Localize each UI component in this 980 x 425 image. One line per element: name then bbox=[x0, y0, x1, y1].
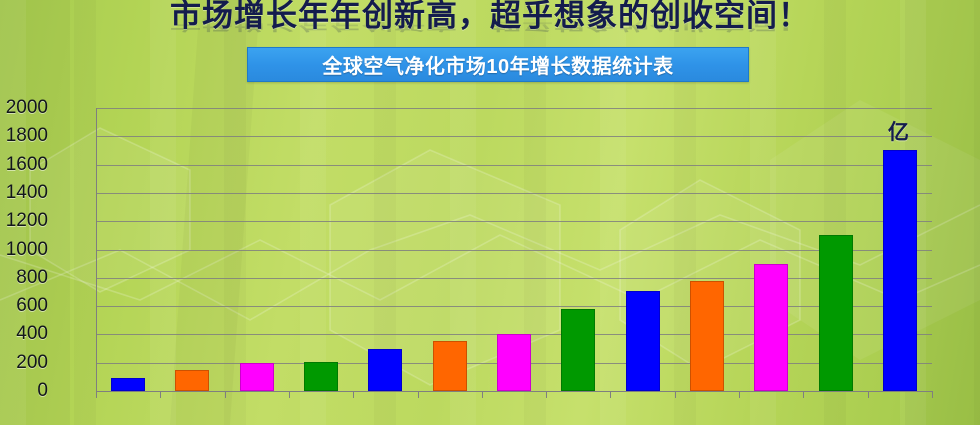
x-tickmark bbox=[481, 391, 483, 398]
bar-2007 bbox=[111, 378, 146, 391]
x-tickmark bbox=[417, 391, 419, 398]
gridline bbox=[96, 164, 932, 166]
gridline bbox=[96, 277, 932, 279]
gridline bbox=[96, 221, 932, 223]
unit-label: 亿 bbox=[887, 121, 909, 145]
x-tickmark bbox=[96, 391, 97, 398]
y-tick-label: 800 bbox=[16, 266, 48, 288]
gridline bbox=[96, 108, 932, 109]
y-tick-label: 2000 bbox=[5, 97, 48, 118]
gridline bbox=[96, 306, 932, 308]
x-tickmark bbox=[932, 391, 933, 398]
y-tick-label: 600 bbox=[16, 295, 48, 317]
bar-2015 bbox=[625, 290, 660, 391]
headline-text: 市场增长年年创新高，超乎想象的创收空间！ bbox=[170, 0, 810, 33]
bar-2008 bbox=[175, 369, 210, 391]
x-tickmark bbox=[674, 391, 676, 398]
y-tick-label: 0 bbox=[37, 380, 48, 401]
y-tick-label: 1600 bbox=[5, 153, 48, 175]
headline-block: 市场增长年年创新高，超乎想象的创收空间！ 市场增长年年创新高，超乎想象的创收空间… bbox=[0, 0, 980, 74]
y-tick-label: 1200 bbox=[5, 210, 48, 232]
subtitle-band: 全球空气净化市场10年增长数据统计表 bbox=[247, 47, 749, 82]
x-tickmark bbox=[288, 391, 290, 398]
x-tickmark bbox=[739, 391, 741, 398]
bar-2016 bbox=[689, 280, 724, 391]
y-tick-label: 400 bbox=[16, 323, 48, 345]
y-tick-label: 200 bbox=[16, 351, 48, 373]
y-tick-label: 1400 bbox=[5, 181, 48, 203]
bar-2018 bbox=[818, 235, 853, 391]
bar-2010 bbox=[304, 362, 339, 391]
x-tickmark bbox=[160, 391, 162, 398]
x-tickmark bbox=[867, 391, 869, 398]
gridline bbox=[96, 249, 932, 251]
subtitle-text: 全球空气净化市场10年增长数据统计表 bbox=[322, 56, 674, 78]
bar-2009 bbox=[239, 362, 274, 391]
gridline bbox=[96, 136, 932, 138]
bar-2019 bbox=[882, 150, 917, 391]
headline-reflection: 市场增长年年创新高，超乎想象的创收空间！ bbox=[170, 13, 810, 33]
x-tickmark bbox=[610, 391, 612, 398]
x-tickmark bbox=[803, 391, 805, 398]
y-tick-label: 1800 bbox=[5, 125, 48, 147]
bar-2011 bbox=[368, 348, 403, 391]
x-tickmark bbox=[224, 391, 226, 398]
bar-2014 bbox=[561, 308, 596, 391]
x-tickmark bbox=[353, 391, 355, 398]
y-tick-label: 1000 bbox=[5, 238, 48, 260]
bar-2013 bbox=[497, 334, 531, 391]
gridline bbox=[96, 192, 932, 194]
bar-2017 bbox=[754, 263, 789, 391]
gridline bbox=[96, 391, 932, 392]
bar-2012 bbox=[432, 341, 467, 391]
x-tickmark bbox=[546, 391, 548, 398]
